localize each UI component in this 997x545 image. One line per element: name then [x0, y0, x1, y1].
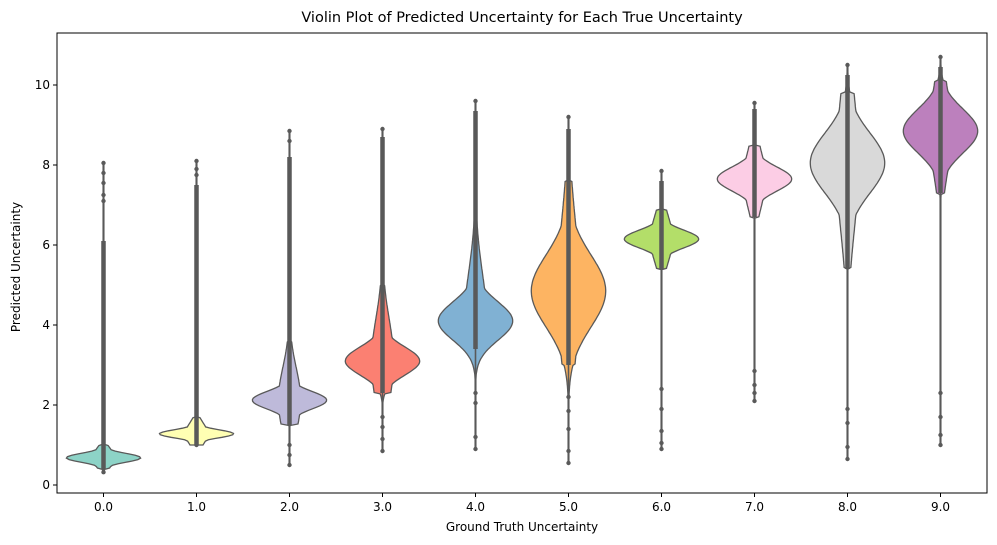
violin-max-3.0: [380, 126, 385, 132]
violin-max-8.0: [845, 62, 850, 68]
violin-min-3.0: [380, 448, 385, 454]
violin-5.0: [530, 114, 607, 466]
x-tick-label-6.0: 6.0: [652, 500, 671, 514]
x-tick-label-2.0: 2.0: [280, 500, 299, 514]
violin-max-7.0: [752, 100, 757, 106]
violin-outlier-2.0-2: [287, 138, 292, 144]
chart-title: Violin Plot of Predicted Uncertainty for…: [301, 10, 743, 26]
violin-outlier-8.0-1: [845, 420, 850, 426]
x-tick-label-7.0: 7.0: [745, 500, 764, 514]
violin-outlier-9.0-2: [938, 390, 943, 396]
violin-9.0: [902, 54, 979, 448]
violin-outlier-3.0-0: [380, 436, 385, 442]
y-tick-label-0: 0: [42, 478, 50, 492]
violin-8.0: [809, 62, 886, 462]
axes-layer: [56, 32, 988, 494]
y-tick-label-6: 6: [42, 238, 50, 252]
violin-min-1.0: [194, 442, 199, 448]
x-tick-label-4.0: 4.0: [466, 500, 485, 514]
violin-outlier-7.0-1: [752, 382, 757, 388]
x-tick-label-9.0: 9.0: [931, 500, 950, 514]
violin-outlier-6.0-1: [659, 428, 664, 434]
violin-outlier-8.0-0: [845, 444, 850, 450]
violin-outlier-1.0-1: [194, 166, 199, 172]
violin-outlier-5.0-1: [566, 426, 571, 432]
violin-outlier-4.0-2: [473, 390, 478, 396]
violin-max-4.0: [473, 98, 478, 104]
violin-outlier-4.0-0: [473, 434, 478, 440]
x-tick-label-5.0: 5.0: [559, 500, 578, 514]
violin-1.0: [158, 158, 235, 448]
y-tick-label-2: 2: [42, 398, 50, 412]
violin-outlier-1.0-0: [194, 172, 199, 178]
violin-3.0: [344, 126, 421, 454]
x-tick-label-1.0: 1.0: [187, 500, 206, 514]
violin-6.0: [623, 168, 700, 452]
violin-max-9.0: [938, 54, 943, 60]
violin-max-0.0: [101, 160, 106, 166]
x-tick-label-3.0: 3.0: [373, 500, 392, 514]
x-tick-label-8.0: 8.0: [838, 500, 857, 514]
plot-frame: [56, 32, 988, 494]
violin-7.0: [716, 100, 793, 404]
violins-layer: [65, 54, 979, 475]
x-axis-label: Ground Truth Uncertainty: [446, 520, 598, 534]
violin-min-4.0: [473, 446, 478, 452]
y-tick-label-8: 8: [42, 158, 50, 172]
violin-outlier-7.0-0: [752, 390, 757, 396]
x-axis: 0.0 1.0 2.0 3.0 4.0 5.0 6.0 7.0 8.0 9.0: [94, 493, 950, 514]
y-axis-label: Predicted Uncertainty: [9, 202, 23, 332]
violin-outlier-5.0-2: [566, 408, 571, 414]
violin-max-2.0: [287, 128, 292, 134]
violin-min-0.0: [101, 470, 106, 475]
violin-outlier-2.0-1: [287, 442, 292, 448]
y-tick-label-10: 10: [35, 78, 50, 92]
violin-min-7.0: [752, 398, 757, 404]
violin-outlier-5.0-0: [566, 448, 571, 454]
violin-min-9.0: [938, 442, 943, 448]
violin-max-6.0: [659, 168, 664, 174]
violin-min-5.0: [566, 460, 571, 466]
violin-outlier-6.0-2: [659, 406, 664, 412]
violin-outlier-9.0-1: [938, 414, 943, 420]
violin-outlier-3.0-2: [380, 414, 385, 420]
violin-outlier-7.0-2: [752, 368, 757, 374]
violin-outlier-3.0-1: [380, 424, 385, 430]
violin-outlier-0.0-3: [101, 170, 106, 176]
y-axis: 0 2 4 6 8 10: [35, 78, 57, 492]
violin-max-1.0: [194, 158, 199, 164]
violin-4.0: [437, 98, 514, 452]
violin-min-2.0: [287, 462, 292, 468]
violin-min-8.0: [845, 456, 850, 462]
violin-outlier-9.0-0: [938, 432, 943, 438]
violin-outlier-0.0-0: [101, 198, 106, 204]
violin-outlier-2.0-0: [287, 452, 292, 458]
violin-min-6.0: [659, 446, 664, 452]
y-tick-label-4: 4: [42, 318, 50, 332]
violin-outlier-0.0-2: [101, 180, 106, 186]
violin-2.0: [251, 128, 328, 468]
violin-max-5.0: [566, 114, 571, 120]
violin-outlier-8.0-2: [845, 406, 850, 412]
violin-outlier-4.0-1: [473, 400, 478, 406]
violin-outlier-5.0-3: [566, 394, 571, 400]
violin-0.0: [65, 160, 142, 475]
x-tick-label-0.0: 0.0: [94, 500, 113, 514]
violin-outlier-0.0-1: [101, 192, 106, 198]
violin-outlier-6.0-0: [659, 440, 664, 446]
violin-outlier-6.0-3: [659, 386, 664, 392]
